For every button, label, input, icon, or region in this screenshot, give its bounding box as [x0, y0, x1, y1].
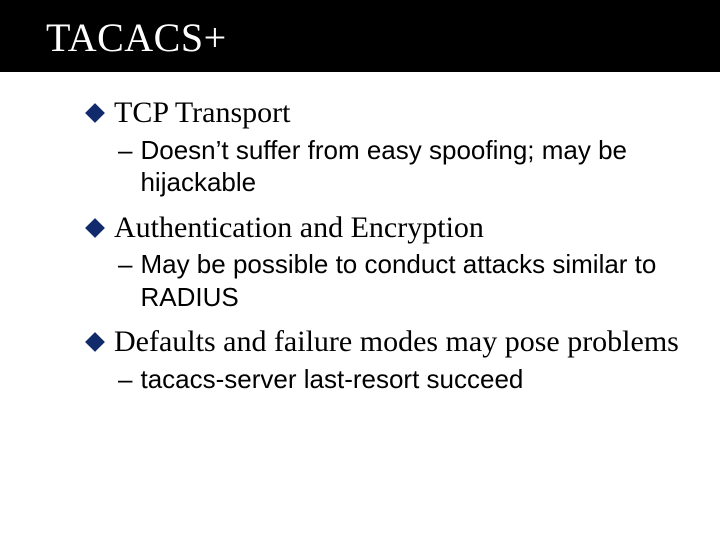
bullet-text: Authentication and Encryption — [114, 209, 484, 247]
diamond-icon — [85, 218, 105, 238]
sub-text: tacacs-server last-resort succeed — [140, 363, 523, 396]
sub-text: May be possible to conduct attacks simil… — [140, 248, 684, 313]
dash-icon: – — [118, 134, 132, 167]
slide-title: TACACS+ — [46, 15, 227, 60]
sub-row: – tacacs-server last-resort succeed — [88, 363, 684, 396]
sub-text: Doesn’t suffer from easy spoofing; may b… — [140, 134, 684, 199]
bullet-row: Defaults and failure modes may pose prob… — [88, 323, 684, 361]
dash-icon: – — [118, 248, 132, 281]
sub-row: – Doesn’t suffer from easy spoofing; may… — [88, 134, 684, 199]
dash-icon: – — [118, 363, 132, 396]
bullet-row: TCP Transport — [88, 94, 684, 132]
diamond-icon — [85, 103, 105, 123]
slide: TACACS+ TCP Transport – Doesn’t suffer f… — [0, 0, 720, 540]
bullet-text: TCP Transport — [114, 94, 290, 132]
bullet-row: Authentication and Encryption — [88, 209, 684, 247]
sub-row: – May be possible to conduct attacks sim… — [88, 248, 684, 313]
title-band: TACACS+ — [0, 0, 720, 70]
bullet-text: Defaults and failure modes may pose prob… — [114, 323, 679, 361]
diamond-icon — [85, 332, 105, 352]
content-area: TCP Transport – Doesn’t suffer from easy… — [0, 72, 720, 395]
